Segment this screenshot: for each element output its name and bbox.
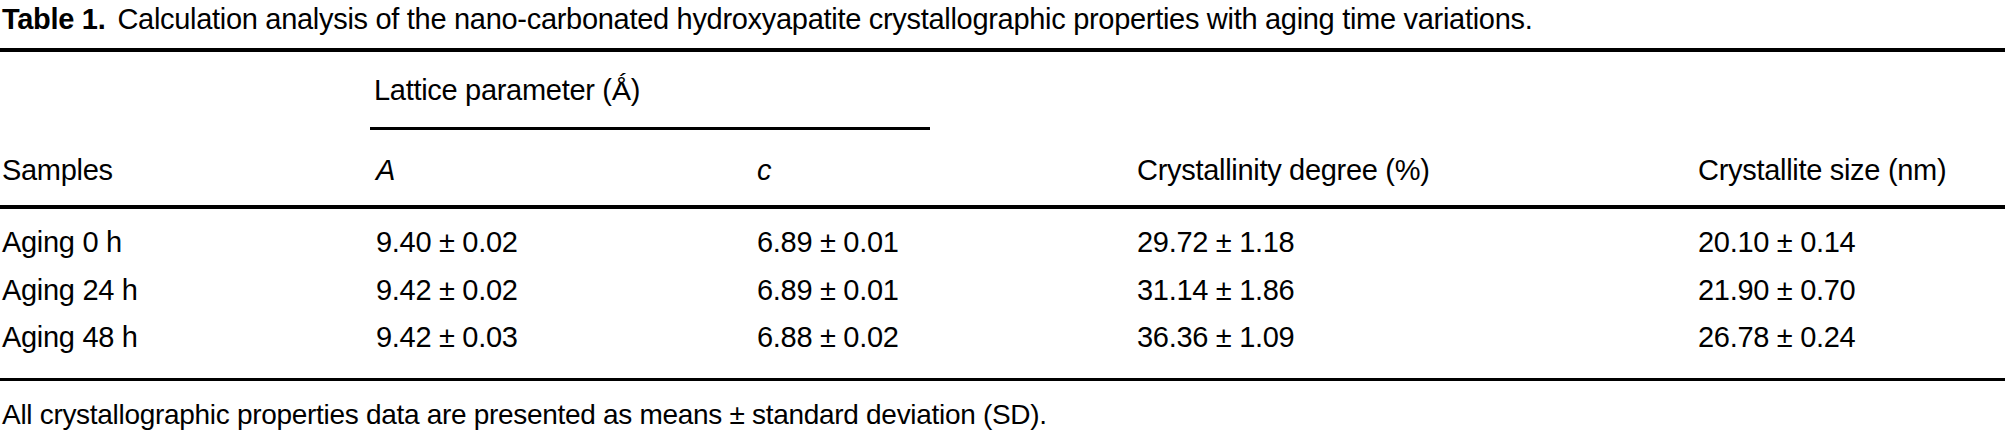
top-rule (0, 48, 2005, 52)
cell-lattice-c: 6.89 ± 0.01 (757, 276, 899, 305)
table-bottom-rule (0, 378, 2005, 381)
col-header-crystallinity-degree: Crystallinity degree (%) (1137, 156, 1430, 185)
col-header-c: c (757, 156, 771, 185)
table-caption-text: Calculation analysis of the nano-carbona… (117, 3, 1532, 35)
cell-sample: Aging 0 h (2, 228, 122, 257)
cell-size: 21.90 ± 0.70 (1698, 276, 1855, 305)
cell-crystallinity: 31.14 ± 1.86 (1137, 276, 1294, 305)
cell-crystallinity: 36.36 ± 1.09 (1137, 323, 1294, 352)
cell-lattice-c: 6.89 ± 0.01 (757, 228, 899, 257)
paper-table-page: Table 1. Calculation analysis of the nano… (0, 0, 2005, 437)
cell-lattice-a: 9.42 ± 0.03 (376, 323, 518, 352)
table-caption-label: Table 1. (2, 3, 105, 35)
table-caption: Table 1. Calculation analysis of the nano… (2, 4, 1532, 36)
col-header-samples: Samples (2, 156, 113, 185)
cell-lattice-c: 6.88 ± 0.02 (757, 323, 899, 352)
cell-lattice-a: 9.42 ± 0.02 (376, 276, 518, 305)
cell-size: 26.78 ± 0.24 (1698, 323, 1855, 352)
header-bottom-rule (0, 205, 2005, 209)
cell-lattice-a: 9.40 ± 0.02 (376, 228, 518, 257)
cell-crystallinity: 29.72 ± 1.18 (1137, 228, 1294, 257)
table-row: Aging 24 h 9.42 ± 0.02 6.89 ± 0.01 31.14… (0, 276, 2005, 316)
table-footnote: All crystallographic properties data are… (2, 401, 1047, 429)
cell-size: 20.10 ± 0.14 (1698, 228, 1855, 257)
col-group-header-lattice-parameter: Lattice parameter (Ǻ) (374, 76, 640, 105)
table-row: Aging 48 h 9.42 ± 0.03 6.88 ± 0.02 36.36… (0, 323, 2005, 363)
table-row: Aging 0 h 9.40 ± 0.02 6.89 ± 0.01 29.72 … (0, 228, 2005, 268)
cell-sample: Aging 48 h (2, 323, 138, 352)
col-header-a: A (376, 156, 395, 185)
cell-sample: Aging 24 h (2, 276, 138, 305)
col-header-crystallite-size: Crystallite size (nm) (1698, 156, 1946, 185)
lattice-spanner-rule (370, 127, 930, 130)
